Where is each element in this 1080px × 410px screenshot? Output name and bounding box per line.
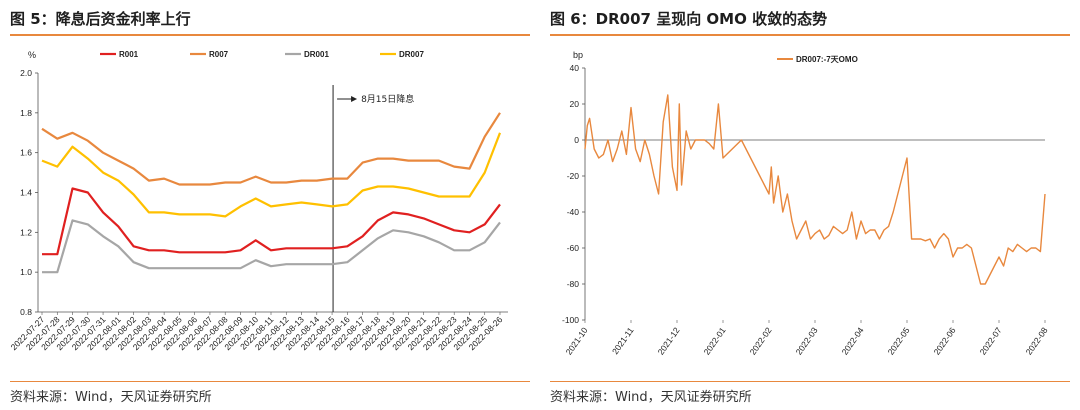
series-line-r001 [42, 187, 501, 256]
x-tick-label: 2022-03 [794, 325, 820, 357]
y-tick-label: 1.4 [20, 188, 32, 198]
y-tick-label: 1.8 [20, 108, 32, 118]
y-unit-label: % [28, 50, 36, 60]
x-tick-label: 2021-11 [610, 325, 636, 356]
y-tick-label: -60 [567, 243, 580, 253]
y-tick-label: 0.8 [20, 307, 32, 317]
figure-5-title: 图 5：降息后资金利率上行 [10, 10, 191, 28]
y-tick-label: 0 [574, 135, 579, 145]
y-tick-label: 40 [570, 63, 580, 73]
x-tick-label: 2022-07 [978, 325, 1004, 357]
source-divider [550, 381, 1070, 382]
figure-5-chart: %2.01.81.61.41.21.00.82022-07-272022-07-… [9, 50, 508, 352]
x-tick-label: 2022-02 [748, 325, 774, 357]
y-unit-label: bp [573, 50, 583, 60]
legend-label-dr001: DR001 [304, 50, 329, 59]
x-tick-label: 2022-05 [886, 325, 912, 357]
y-tick-label: 1.6 [20, 148, 32, 158]
figure-6-panel: 图 6：DR007 呈现向 OMO 收敛的态势 bp 40 20 0 -20 -40 -60… [540, 0, 1080, 410]
title-divider [10, 34, 530, 36]
legend-label-r001: R001 [119, 50, 139, 59]
title-divider [550, 34, 1070, 36]
rate-cut-annotation: 8月15日降息 [361, 93, 414, 105]
figure-6-title: 图 6：DR007 呈现向 OMO 收敛的态势 [550, 10, 828, 28]
x-tick-label: 2022-06 [932, 325, 958, 357]
x-tick-label: 2022-04 [840, 325, 866, 357]
figure-6-source: 资料来源：Wind，天风证券研究所 [550, 390, 752, 405]
y-tick-label: 1.0 [20, 267, 32, 277]
x-tick-label: 2022-08 [1024, 325, 1050, 357]
y-tick-label: 20 [570, 99, 580, 109]
y-tick-label: -80 [567, 279, 580, 289]
figure-5-source: 资料来源：Wind，天风证券研究所 [10, 390, 212, 405]
legend-label-dr007-omo: DR007:-7天OMO [796, 55, 858, 64]
series-line-dr007 [41, 132, 502, 218]
source-divider [10, 381, 530, 382]
y-tick-label: -100 [562, 315, 579, 325]
y-tick-label: -40 [567, 207, 580, 217]
annotation-arrowhead [351, 96, 358, 102]
y-tick-label: -20 [567, 171, 580, 181]
y-tick-label: 2.0 [20, 68, 32, 78]
series-line-dr007-omo [584, 94, 1046, 285]
x-tick-label: 2021-10 [564, 325, 590, 357]
series-line-r007 [41, 112, 501, 186]
figure-5-panel: 图 5：降息后资金利率上行 % 2.0 1.8 1.6 1.4 1.2 1.0 0.8 2022… [9, 10, 530, 405]
series-line-dr001 [42, 219, 501, 274]
legend-label-r007: R007 [209, 50, 229, 59]
legend-label-dr007: DR007 [399, 50, 424, 59]
y-tick-label: 1.2 [20, 227, 32, 237]
x-tick-label: 2021-12 [656, 325, 682, 357]
x-tick-label: 2022-01 [702, 325, 728, 357]
